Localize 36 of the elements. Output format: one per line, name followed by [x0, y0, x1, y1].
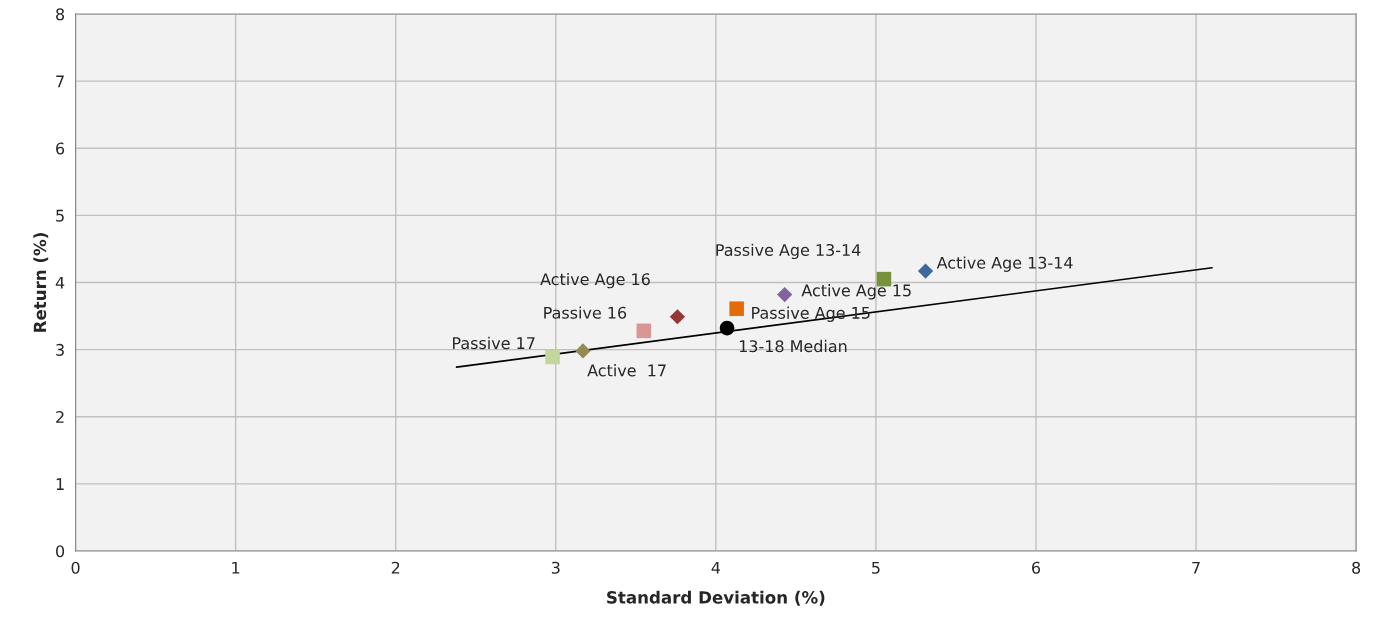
- point: [636, 323, 652, 339]
- point: [917, 263, 934, 279]
- point: [729, 301, 744, 316]
- x-tick-label: 6: [1032, 561, 1041, 574]
- x-tick-label: 2: [391, 561, 400, 574]
- series-label: Active Age 15: [801, 284, 911, 300]
- series-label: 13-18 Median: [739, 339, 847, 353]
- x-tick-label: 8: [1352, 561, 1361, 574]
- y-tick-label: 8: [56, 8, 65, 21]
- point: [719, 320, 735, 336]
- x-axis-title: Standard Deviation (%): [607, 590, 825, 606]
- series-label: Passive 17: [453, 336, 535, 350]
- y-tick-label: 7: [56, 75, 64, 88]
- series-label: Active 17: [587, 364, 666, 377]
- point: [777, 286, 793, 303]
- series-label: Passive 16: [544, 306, 627, 319]
- point: [575, 343, 591, 359]
- y-tick-label: 6: [56, 142, 65, 155]
- series-label: Active Age 13-14: [936, 256, 1073, 272]
- y-tick-label: 1: [56, 478, 64, 490]
- series-label: Passive Age 13-14: [716, 243, 861, 260]
- text: Active Age 16: [540, 272, 650, 289]
- x-tick-label: 0: [71, 561, 80, 574]
- y-tick-label: 0: [56, 545, 65, 558]
- y-tick-label: 4: [55, 276, 65, 289]
- x-tick-label: 7: [1192, 561, 1200, 574]
- x-tick-label: 1: [232, 561, 240, 574]
- y-axis-title: Return (%): [33, 233, 49, 332]
- y-tick-label: 2: [56, 410, 64, 423]
- x-tick-label: 3: [551, 561, 560, 574]
- point: [545, 349, 560, 365]
- x-tick-label: 5: [872, 561, 880, 574]
- y-tick-label: 3: [56, 343, 64, 356]
- x-tick-label: 4: [711, 561, 721, 574]
- point: [669, 309, 686, 325]
- y-tick-label: 5: [56, 209, 64, 222]
